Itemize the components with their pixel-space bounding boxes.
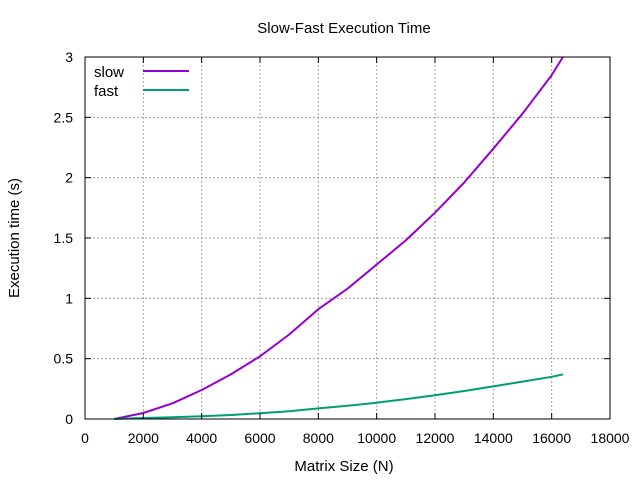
x-tick-label: 0 — [81, 430, 89, 446]
x-tick-label: 6000 — [244, 430, 275, 446]
y-axis-label: Execution time (s) — [6, 178, 23, 298]
y-tick-label: 1.5 — [54, 230, 74, 246]
grid — [85, 57, 610, 419]
x-tick-label: 12000 — [416, 430, 455, 446]
series-line-slow — [113, 56, 564, 420]
x-tick-label: 14000 — [474, 430, 513, 446]
y-tick-label: 2.5 — [54, 109, 74, 125]
y-tick-label: 2 — [65, 170, 73, 186]
x-axis-label: Matrix Size (N) — [294, 458, 393, 475]
series-group — [113, 56, 564, 420]
y-tick-label: 0 — [65, 411, 73, 427]
series-line-fast — [114, 373, 564, 420]
y-tick-label: 3 — [65, 49, 73, 65]
plot-frame — [84, 56, 611, 420]
x-tick-label: 2000 — [128, 430, 159, 446]
legend-label-fast: fast — [94, 83, 119, 100]
x-tick-label: 8000 — [303, 430, 334, 446]
x-tick-label: 10000 — [357, 430, 396, 446]
legend-label-slow: slow — [94, 64, 124, 81]
x-tick-label: 16000 — [532, 430, 571, 446]
chart-title: Slow-Fast Execution Time — [257, 20, 430, 37]
x-tick-label: 18000 — [591, 430, 630, 446]
axis-ticks — [84, 56, 611, 420]
y-tick-label: 1 — [65, 290, 73, 306]
x-tick-label: 4000 — [186, 430, 217, 446]
y-tick-label: 0.5 — [54, 351, 74, 367]
x-tick-labels: 0 2000 4000 6000 8000 10000 12000 14000 16000 180… — [81, 430, 630, 446]
legend: slow fast — [94, 64, 189, 100]
y-tick-labels: 0 0.5 1 1.5 2 2.5 3 — [54, 49, 74, 427]
